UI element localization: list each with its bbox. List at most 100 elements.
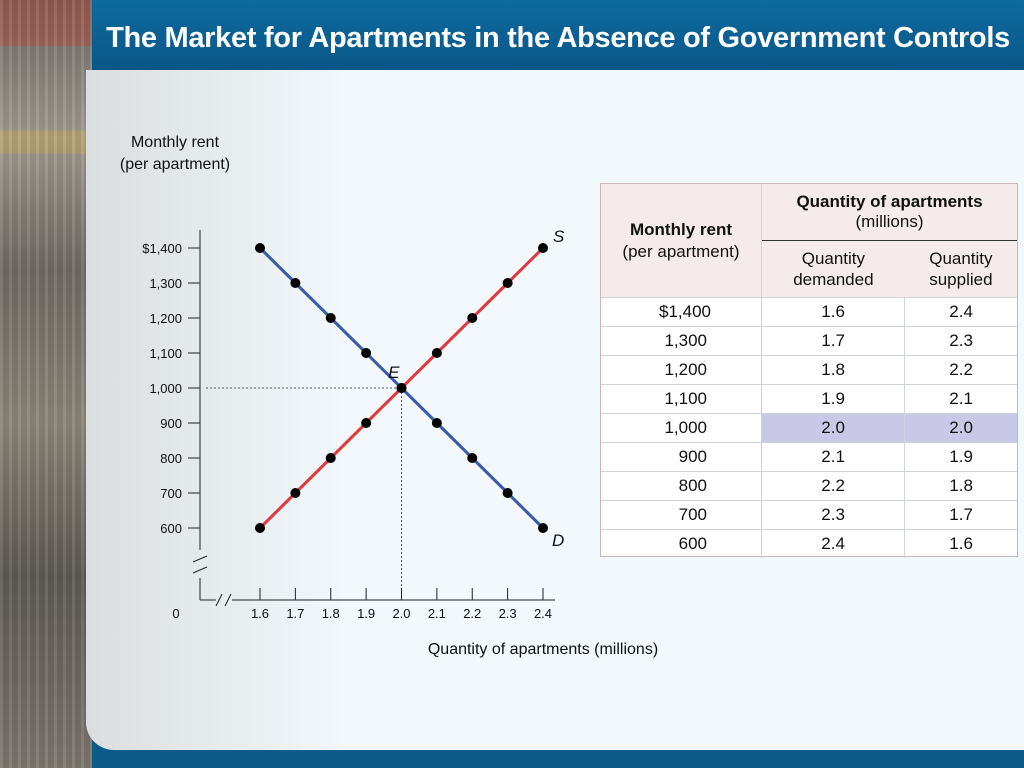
- demanded-cell: 2.3: [761, 500, 906, 530]
- rent-cell: 1,300: [601, 326, 762, 356]
- supplied-cell: 2.0: [904, 413, 1017, 443]
- x-tick-label: 1.8: [322, 606, 340, 621]
- title-bar: The Market for Apartments in the Absence…: [92, 0, 1024, 72]
- supplied-column-header: Quantity supplied: [904, 240, 1017, 298]
- x-tick-label: 2.4: [534, 606, 552, 621]
- supplied-cell: 2.1: [904, 384, 1017, 414]
- supplied-cell: 2.4: [904, 297, 1017, 327]
- y-tick-label: 1,100: [149, 346, 182, 361]
- demand-point: [467, 453, 478, 463]
- supply-demand-table: Monthly rent (per apartment) Quantity of…: [600, 183, 1018, 558]
- demanded-header-line1: Quantity: [801, 249, 866, 268]
- table-row: 700 2.3 1.7: [601, 500, 1017, 530]
- demanded-cell: 2.4: [761, 529, 906, 558]
- origin-label: 0: [172, 606, 179, 621]
- demand-point: [538, 523, 548, 533]
- demanded-cell: 2.2: [761, 471, 906, 501]
- table-row: 600 2.4 1.6: [601, 529, 1017, 558]
- y-tick-label: 800: [160, 451, 182, 466]
- supply-point: [538, 243, 548, 253]
- supply-point: [361, 418, 372, 428]
- table-body: $1,400 1.6 2.4 1,300 1.7 2.3 1,200 1.8 2.2 1,100 1…: [601, 297, 1017, 558]
- supply-point: [431, 348, 442, 358]
- y-tick-label: 1,300: [149, 276, 182, 291]
- demanded-column-header: Quantity demanded: [761, 240, 905, 298]
- supplied-cell: 1.6: [904, 529, 1017, 558]
- x-tick-label: 1.6: [251, 606, 269, 621]
- supplied-header-line2: supplied: [929, 270, 993, 289]
- quantity-group-header: Quantity of apartments (millions): [761, 184, 1017, 241]
- y-axis-break-mark: [192, 566, 208, 574]
- supply-point: [396, 383, 407, 393]
- y-tick-label: 900: [160, 416, 182, 431]
- background-street-photo: [0, 0, 92, 768]
- demanded-cell: 1.7: [761, 326, 906, 356]
- supplied-cell: 2.3: [904, 326, 1017, 356]
- quantity-header-title: Quantity of apartments: [796, 192, 983, 211]
- demanded-cell: 2.1: [761, 442, 906, 472]
- demand-point: [431, 418, 442, 428]
- rent-cell: 800: [601, 471, 762, 501]
- x-tick-label: 2.3: [499, 606, 517, 621]
- y-tick-label: 700: [160, 486, 182, 501]
- rent-cell: 700: [601, 500, 762, 530]
- rent-cell: $1,400: [601, 297, 762, 327]
- quantity-header-subtitle: (millions): [855, 212, 924, 231]
- rent-header-title: Monthly rent: [630, 219, 732, 239]
- x-axis-break-mark: [224, 593, 232, 607]
- rent-header-subtitle: (per apartment): [622, 241, 740, 261]
- rent-column-header: Monthly rent (per apartment): [601, 184, 762, 298]
- supplied-cell: 1.8: [904, 471, 1017, 501]
- rent-cell: 900: [601, 442, 762, 472]
- demand-point: [502, 488, 513, 498]
- demand-point: [255, 243, 265, 253]
- rent-cell: 1,100: [601, 384, 762, 414]
- supplied-cell: 1.9: [904, 442, 1017, 472]
- demand-curve-label: D: [552, 531, 564, 550]
- y-axis-label-line2: (per apartment): [120, 156, 230, 173]
- equilibrium-label: E: [388, 363, 400, 382]
- table-row: $1,400 1.6 2.4: [601, 297, 1017, 327]
- table-row: 800 2.2 1.8: [601, 471, 1017, 501]
- supply-curve-label: S: [553, 227, 565, 246]
- x-axis-break-mark: [215, 593, 223, 607]
- supply-point: [502, 278, 513, 288]
- table-row: 1,300 1.7 2.3: [601, 326, 1017, 356]
- slide-title: The Market for Apartments in the Absence…: [106, 21, 1010, 54]
- x-axis-label: Quantity of apartments (millions): [428, 641, 658, 658]
- table-row: 1,200 1.8 2.2: [601, 355, 1017, 385]
- y-tick-label: 1,000: [149, 381, 182, 396]
- x-tick-label: 1.9: [357, 606, 375, 621]
- demanded-cell: 1.8: [761, 355, 906, 385]
- demanded-header-line2: demanded: [793, 270, 874, 289]
- y-axis-break-mark: [192, 555, 208, 563]
- supplied-cell: 1.7: [904, 500, 1017, 530]
- supplied-cell: 2.2: [904, 355, 1017, 385]
- table-row: 900 2.1 1.9: [601, 442, 1017, 472]
- x-tick-label: 2.0: [392, 606, 410, 621]
- y-axis-label-line1: Monthly rent: [131, 134, 220, 151]
- supply-point: [290, 488, 301, 498]
- demand-point: [290, 278, 301, 288]
- supply-point: [325, 453, 336, 463]
- x-tick-label: 1.7: [286, 606, 304, 621]
- table-row: 1,100 1.9 2.1: [601, 384, 1017, 414]
- demand-point: [325, 313, 336, 323]
- x-tick-label: 2.2: [463, 606, 481, 621]
- demand-point: [361, 348, 372, 358]
- table-row: 1,000 2.0 2.0: [601, 413, 1017, 443]
- rent-cell: 1,200: [601, 355, 762, 385]
- schedule-table: Monthly rent (per apartment) Quantity of…: [601, 184, 1017, 558]
- y-tick-label: 600: [160, 521, 182, 536]
- demanded-cell: 1.9: [761, 384, 906, 414]
- supplied-header-line1: Quantity: [929, 249, 993, 268]
- demanded-cell: 1.6: [761, 297, 906, 327]
- supply-point: [467, 313, 478, 323]
- demanded-cell: 2.0: [761, 413, 906, 443]
- y-tick-label: $1,400: [142, 241, 182, 256]
- rent-cell: 600: [601, 529, 762, 558]
- rent-cell: 1,000: [601, 413, 762, 443]
- supply-point: [255, 523, 265, 533]
- x-tick-label: 2.1: [428, 606, 446, 621]
